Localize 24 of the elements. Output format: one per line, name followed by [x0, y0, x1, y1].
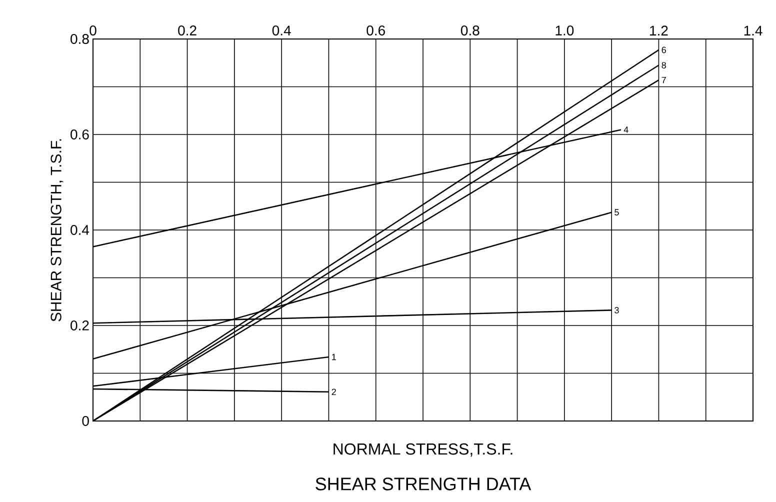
- y-tick-label: 0.8: [70, 34, 89, 44]
- series-label: 3: [614, 307, 619, 314]
- x-tick-label: 0.8: [460, 26, 480, 36]
- x-axis-title: NORMAL STRESS,T.S.F.: [334, 443, 512, 457]
- series-label: 7: [662, 76, 666, 84]
- x-tick-label: 0.6: [366, 26, 385, 36]
- x-tick-label: 0.2: [178, 26, 196, 36]
- x-tick-label: 1.0: [556, 26, 574, 36]
- series-label: 6: [662, 46, 666, 54]
- y-axis-title: SHEAR STRENGTH, T.S.F.: [50, 139, 64, 322]
- series-label: 5: [614, 209, 619, 216]
- y-tick-label: 0: [82, 416, 89, 426]
- series-label: 8: [662, 62, 666, 68]
- series-label: 4: [624, 126, 628, 133]
- text: SHEAR STRENGTH DATA: [316, 478, 532, 490]
- x-tick-label: 0: [90, 26, 96, 36]
- series-label: 1: [332, 354, 336, 360]
- y-tick-label: 0.6: [70, 130, 89, 140]
- y-tick-label: 0.2: [70, 320, 89, 330]
- y-tick-label: 0.4: [70, 225, 90, 235]
- series-label: 2: [332, 388, 336, 395]
- x-tick-label: 0.4: [272, 26, 291, 36]
- x-tick-label: 1.2: [650, 26, 668, 36]
- x-tick-label: 1.4: [744, 26, 762, 36]
